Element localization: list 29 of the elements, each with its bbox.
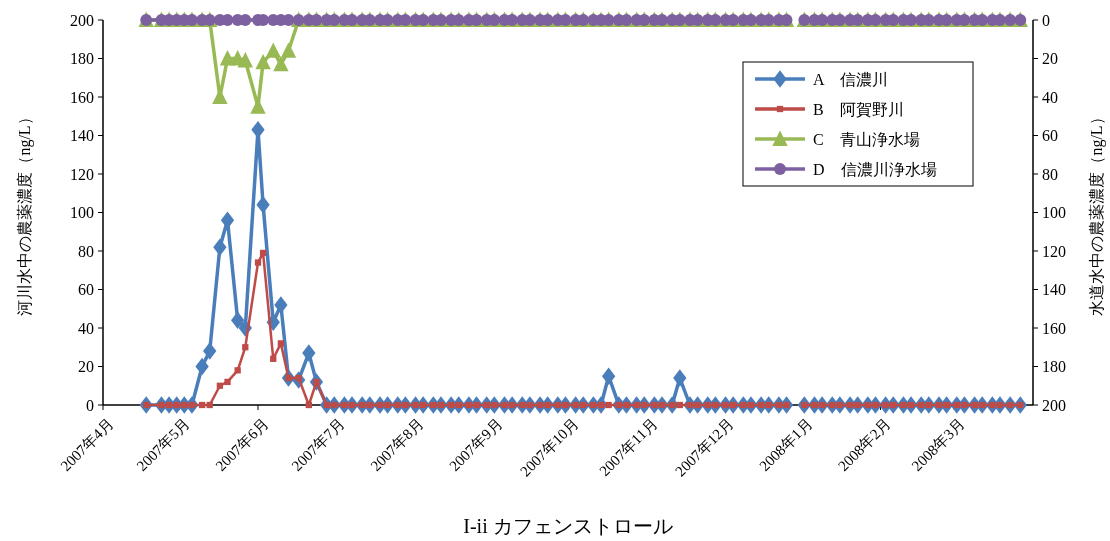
y2-tick-label: 200 [1042, 396, 1066, 414]
y2-tick-label: 40 [1042, 88, 1058, 106]
y2-tick-label: 160 [1042, 319, 1066, 337]
y-tick-label: 80 [78, 242, 94, 260]
y-tick-label: 60 [78, 281, 94, 298]
y2-tick-label: 100 [1042, 204, 1066, 221]
y2-tick-label: 80 [1042, 165, 1058, 183]
y-tick-label: 40 [78, 319, 94, 337]
legend-label: C 青山浄水場 [813, 130, 920, 148]
y2-tick-label: 120 [1042, 242, 1066, 260]
legend-label: A 信濃川 [813, 70, 888, 88]
y2-tick-label: 140 [1042, 281, 1066, 298]
y2-axis-title: 水道水中の農薬濃度（ng/L） [1087, 109, 1106, 316]
y-axis-title: 河川水中の農薬濃度（ng/L） [15, 109, 34, 316]
y2-tick-label: 20 [1042, 50, 1058, 67]
y-tick-label: 200 [70, 11, 94, 29]
y-tick-label: 160 [70, 88, 94, 106]
y-tick-label: 100 [70, 204, 94, 221]
y-tick-label: 0 [86, 396, 94, 414]
y2-tick-label: 60 [1042, 127, 1058, 144]
y-tick-label: 20 [78, 358, 94, 375]
y-tick-label: 140 [70, 127, 94, 144]
x-axis-title: I-ii カフェンストロール [463, 515, 673, 537]
y2-tick-label: 0 [1042, 11, 1050, 29]
y-tick-label: 120 [70, 165, 94, 183]
y2-tick-label: 180 [1042, 358, 1066, 375]
legend-label: B 阿賀野川 [813, 100, 904, 118]
legend-label: D 信濃川浄水場 [813, 160, 937, 178]
y-tick-label: 180 [70, 50, 94, 67]
